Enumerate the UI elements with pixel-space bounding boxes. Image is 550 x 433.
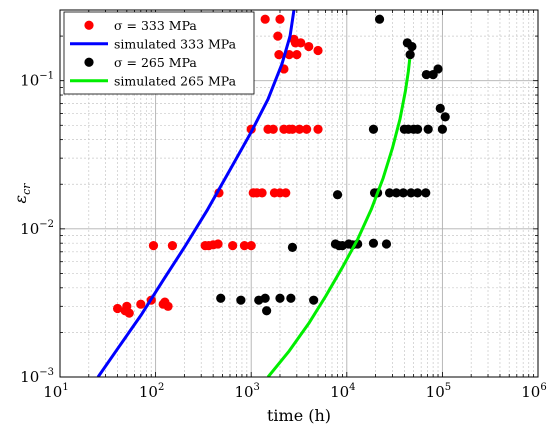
data-point — [302, 124, 312, 134]
data-point — [423, 124, 433, 134]
data-point — [412, 124, 423, 134]
x-tick-label: 102 — [139, 382, 164, 401]
x-tick-label: 106 — [521, 382, 546, 401]
data-point — [391, 188, 401, 198]
data-point — [136, 299, 146, 309]
data-point — [213, 239, 223, 249]
data-point — [148, 241, 159, 251]
data-point — [374, 14, 385, 24]
data-point — [287, 124, 298, 134]
data-point — [381, 239, 392, 249]
x-tick-label: 101 — [43, 382, 68, 401]
data-point — [304, 41, 314, 52]
data-point — [274, 50, 284, 60]
series-line — [96, 10, 296, 377]
series-0 — [112, 14, 323, 318]
data-point — [273, 31, 283, 41]
data-point — [294, 124, 305, 134]
data-point — [112, 303, 123, 314]
data-point — [257, 188, 267, 198]
data-point — [275, 14, 285, 24]
data-point — [368, 238, 379, 248]
data-point — [281, 188, 291, 198]
data-point — [246, 241, 256, 251]
data-point — [287, 242, 298, 252]
data-point — [406, 188, 416, 198]
series-3 — [266, 58, 412, 377]
data-point — [284, 50, 294, 60]
series-layer — [96, 10, 450, 377]
legend-item: σ = 265 MPa — [84, 55, 197, 70]
data-point — [368, 124, 379, 134]
data-point — [236, 295, 246, 305]
y-tick-label: 10−2 — [20, 219, 54, 238]
data-point — [228, 241, 238, 251]
data-point — [296, 38, 306, 48]
x-tick-label: 105 — [426, 382, 451, 401]
data-point — [239, 241, 250, 251]
data-point — [437, 124, 447, 134]
legend-item: simulated 265 MPa — [70, 73, 237, 88]
series-line — [266, 58, 412, 377]
data-point — [405, 50, 415, 60]
data-point — [412, 188, 423, 198]
data-point — [260, 14, 270, 24]
data-point — [384, 188, 395, 198]
legend-label: σ = 333 MPa — [114, 18, 197, 33]
data-point — [421, 69, 431, 80]
data-point — [435, 103, 445, 114]
plot-frame — [59, 9, 539, 378]
data-point — [286, 293, 296, 303]
legend-label: simulated 333 MPa — [114, 36, 237, 51]
data-point — [262, 306, 272, 316]
x-axis-label: time (h) — [267, 406, 331, 425]
data-point — [313, 124, 323, 134]
legend-swatch — [84, 20, 94, 30]
data-point — [309, 295, 319, 305]
data-point — [332, 190, 343, 200]
legend-item: simulated 333 MPa — [70, 36, 237, 51]
data-point — [440, 112, 450, 122]
y-tick-label: 10−3 — [20, 367, 54, 386]
data-point — [433, 64, 443, 74]
legend-item: σ = 333 MPa — [84, 18, 197, 33]
data-point — [216, 293, 226, 303]
y-tick-label: 10−1 — [20, 71, 54, 90]
ticks-layer: 101 102 103 104 105 106 10−3 10−2 10−1 — [20, 10, 547, 401]
data-point — [275, 293, 285, 303]
data-point — [313, 45, 323, 56]
y-axis-label-sub: cr — [20, 183, 33, 195]
legend: σ = 333 MPa simulated 333 MPa σ = 265 MPa s… — [63, 11, 255, 95]
data-point — [421, 188, 431, 198]
series-1 — [96, 10, 296, 377]
y-axis-label-base: ε — [11, 195, 30, 204]
data-point — [163, 301, 173, 311]
data-point — [167, 241, 178, 251]
y-axis-label: εcr — [11, 183, 33, 204]
data-point — [407, 41, 417, 52]
data-point — [398, 188, 408, 198]
data-point — [260, 293, 270, 303]
legend-swatch — [84, 57, 94, 67]
legend-label: σ = 265 MPa — [114, 55, 197, 70]
x-tick-label: 104 — [330, 382, 355, 401]
data-point — [268, 124, 278, 134]
x-tick-label: 103 — [234, 382, 259, 401]
data-point — [124, 308, 134, 318]
data-point — [292, 50, 302, 60]
legend-label: simulated 265 MPa — [114, 73, 237, 88]
